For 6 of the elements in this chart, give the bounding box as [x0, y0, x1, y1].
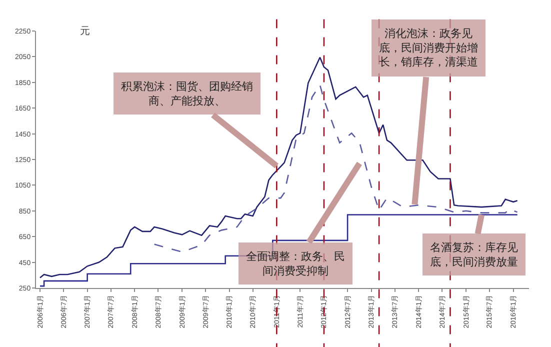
annotation: 名酒复苏：库存见底，民间消费放量: [430, 241, 518, 268]
y-axis-title: 元: [80, 26, 90, 37]
line-series: [39, 56, 518, 278]
annotation: 积累泡沫：囤货、团购经销商、产能投放、: [121, 80, 253, 108]
annotation: 消化泡沫：政务见底，民间消费开始增长，销库存，清渠道: [379, 27, 478, 69]
annotation: 全面调整：政务、民间消费受抑制: [246, 250, 345, 278]
